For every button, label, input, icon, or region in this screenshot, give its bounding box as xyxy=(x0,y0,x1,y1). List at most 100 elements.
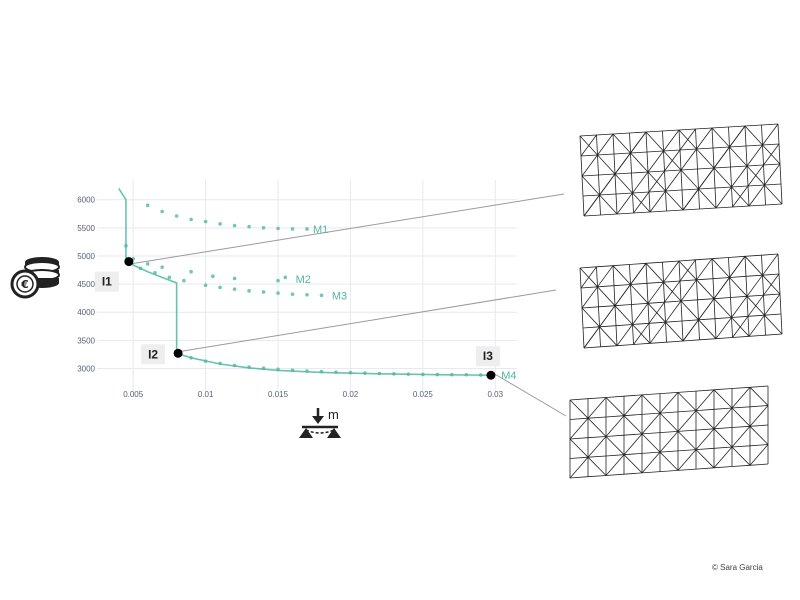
truss-member xyxy=(569,417,589,420)
truss-member xyxy=(659,412,679,432)
truss-member xyxy=(569,438,589,458)
truss-member xyxy=(677,468,697,471)
truss-member xyxy=(616,192,633,215)
truss-member xyxy=(765,203,783,206)
truss-member xyxy=(698,188,717,209)
data-point-m1 xyxy=(276,226,280,231)
truss-member xyxy=(630,284,649,304)
truss-member xyxy=(646,283,649,304)
truss-member xyxy=(713,446,733,469)
truss-member xyxy=(647,303,650,324)
truss-member xyxy=(580,287,583,309)
truss-member xyxy=(648,190,666,193)
truss-member xyxy=(763,295,765,316)
truss-member xyxy=(663,129,680,152)
truss-member xyxy=(615,192,633,195)
truss-member xyxy=(696,279,698,300)
truss-member xyxy=(744,254,762,257)
truss-member xyxy=(730,297,732,318)
truss-member xyxy=(713,298,716,319)
x-tick-label: 0.005 xyxy=(123,390,144,399)
truss-member xyxy=(680,169,699,190)
truss-member xyxy=(778,273,781,295)
truss-member xyxy=(715,186,732,209)
truss-member xyxy=(599,326,618,346)
truss-member xyxy=(580,134,597,157)
truss-member xyxy=(677,431,697,450)
truss-member xyxy=(629,264,631,285)
truss-member xyxy=(645,131,664,152)
truss-member xyxy=(659,431,679,453)
data-point-m4 xyxy=(377,371,382,376)
truss-member xyxy=(665,189,683,192)
truss-member xyxy=(605,454,625,457)
truss-member xyxy=(731,406,751,409)
truss-member xyxy=(680,299,698,302)
highlight-point-i2 xyxy=(173,348,183,358)
truss-member xyxy=(762,123,779,146)
truss-member xyxy=(729,256,746,278)
axis-tick-labels: 0.005 0.01 0.015 0.02 0.025 0.03 3000 3500 4000 4… xyxy=(77,196,503,399)
highlighted-points: I1 I2 I3 xyxy=(94,257,500,380)
truss-member xyxy=(732,316,749,338)
truss-member xyxy=(777,253,780,275)
truss-member xyxy=(678,129,681,151)
data-point-m3 xyxy=(319,293,324,298)
truss-member xyxy=(696,148,698,170)
truss-member xyxy=(764,184,766,206)
truss-member xyxy=(695,258,713,261)
highlight-point-i1 xyxy=(124,257,134,267)
truss-member xyxy=(659,470,679,472)
x-tick-label: 0.03 xyxy=(487,390,503,399)
truss-member xyxy=(731,387,751,409)
x-tick-label: 0.015 xyxy=(268,390,289,399)
truss-member xyxy=(569,399,589,419)
truss-member xyxy=(623,433,643,455)
truss-member xyxy=(679,128,696,151)
data-point-m4 xyxy=(435,372,440,377)
truss-member xyxy=(744,256,763,276)
truss-member xyxy=(745,144,763,147)
truss-member xyxy=(605,454,625,476)
truss-member xyxy=(729,145,747,148)
truss-member xyxy=(596,266,598,287)
truss-member xyxy=(632,322,650,325)
truss-member xyxy=(623,433,643,436)
truss-member xyxy=(711,126,729,129)
truss-member xyxy=(612,265,631,285)
truss-member xyxy=(745,276,748,297)
x-tick-label: 0.02 xyxy=(343,390,359,399)
truss-member xyxy=(581,174,599,177)
truss-member xyxy=(761,255,763,276)
truss-member xyxy=(747,316,750,337)
data-point-m1 xyxy=(247,224,251,229)
truss-member xyxy=(605,397,625,416)
truss-member xyxy=(646,150,664,153)
truss-member xyxy=(665,300,682,323)
truss-member xyxy=(623,472,643,475)
truss-member xyxy=(666,209,684,212)
truss-member xyxy=(630,282,648,285)
truss-member xyxy=(762,144,764,166)
truss-member xyxy=(613,153,616,175)
callout-label-i1: I1 xyxy=(102,275,112,289)
truss-member xyxy=(569,437,589,440)
data-point-m3 xyxy=(276,291,280,295)
truss-member xyxy=(647,171,650,193)
truss-member xyxy=(713,388,733,391)
truss-member xyxy=(730,165,748,168)
truss-member xyxy=(664,302,666,323)
truss-member xyxy=(749,387,769,406)
truss-member xyxy=(744,125,763,146)
truss-member xyxy=(731,186,733,208)
truss-member xyxy=(731,185,749,188)
truss-member xyxy=(712,147,715,169)
truss-member xyxy=(732,205,750,208)
truss-member xyxy=(730,295,748,298)
truss-member xyxy=(677,449,697,471)
connector-line-i1 xyxy=(129,193,565,265)
truss-member xyxy=(605,395,625,398)
truss-member xyxy=(764,183,782,186)
truss-structure-image-m4 xyxy=(569,385,769,479)
truss-member xyxy=(598,305,616,308)
